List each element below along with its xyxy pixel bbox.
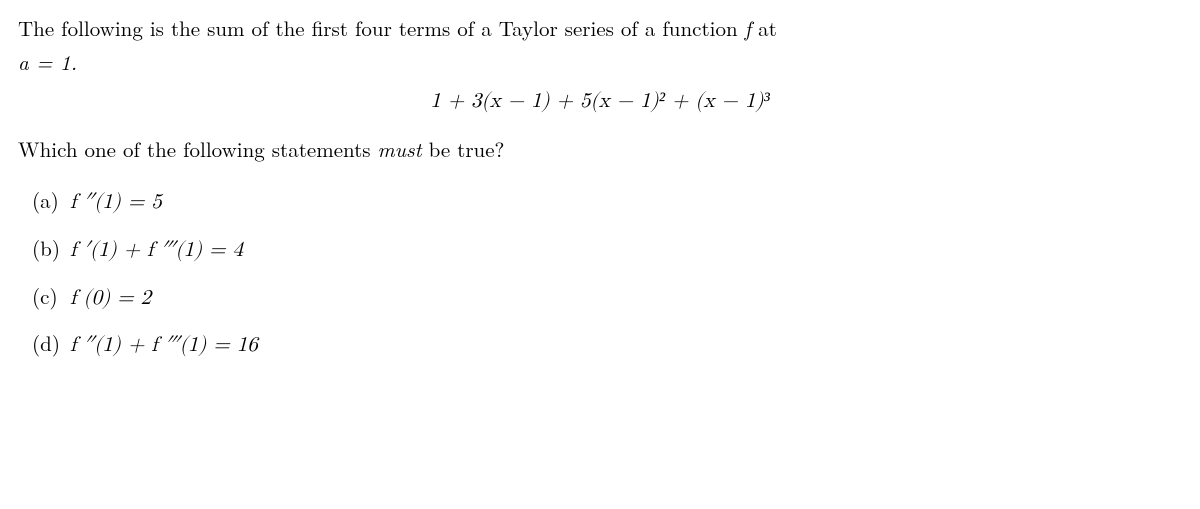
question-post: be true? <box>422 134 505 164</box>
option-label: (d) <box>32 327 62 361</box>
question-pre: Which one of the following statements <box>18 134 378 164</box>
option-label: (a) <box>32 184 62 218</box>
option-body: f (0) = 2 <box>70 282 151 316</box>
option-d: (d) f ″(1) + f ‴(1) = 16 <box>32 327 1182 363</box>
taylor-expression: 1 + 3(x − 1) + 5(x − 1)² + (x − 1)³ <box>18 85 1182 119</box>
option-body: f ′(1) + f ‴(1) = 4 <box>70 234 243 268</box>
option-body: f ″(1) = 5 <box>70 186 162 220</box>
option-label: (b) <box>32 232 62 266</box>
intro-paragraph: The following is the sum of the first fo… <box>18 12 1182 79</box>
option-c: (c) f (0) = 2 <box>32 280 1182 316</box>
options-list: (a) f ″(1) = 5 (b) f ′(1) + f ‴(1) = 4 (… <box>32 184 1182 362</box>
option-a: (a) f ″(1) = 5 <box>32 184 1182 220</box>
question-line: Which one of the following statements mu… <box>18 133 1182 167</box>
question-emph: must <box>378 134 422 164</box>
expression-text: 1 + 3(x − 1) + 5(x − 1)² + (x − 1)³ <box>430 91 770 112</box>
option-body: f ″(1) + f ‴(1) = 16 <box>70 329 258 363</box>
option-b: (b) f ′(1) + f ‴(1) = 4 <box>32 232 1182 268</box>
intro-text-pre: The following is the sum of the first fo… <box>18 13 745 43</box>
option-label: (c) <box>32 280 62 314</box>
intro-text-mid: at <box>751 13 777 43</box>
intro-a-eq: a = 1. <box>18 47 77 77</box>
